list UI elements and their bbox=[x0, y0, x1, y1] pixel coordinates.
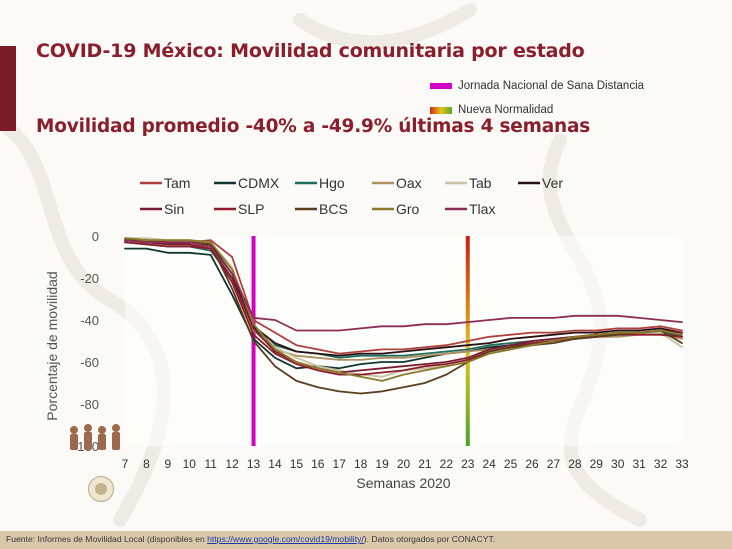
x-tick-label: 19 bbox=[375, 457, 389, 471]
x-tick-label: 20 bbox=[397, 457, 411, 471]
x-tick-label: 14 bbox=[268, 457, 282, 471]
series-line-gro bbox=[124, 237, 683, 382]
footer-bar bbox=[0, 531, 732, 549]
x-tick-label: 33 bbox=[675, 457, 689, 471]
legend-label-tab: Tab bbox=[469, 175, 492, 191]
x-tick-label: 25 bbox=[504, 457, 518, 471]
x-tick-label: 8 bbox=[143, 457, 150, 471]
plot-area bbox=[125, 236, 682, 446]
page-title: COVID-19 México: Movilidad comunitaria p… bbox=[36, 40, 585, 62]
footer-prefix: Fuente: Informes de Movilidad Local (dis… bbox=[6, 534, 208, 544]
seal-logo bbox=[88, 476, 114, 502]
legend-label-sin: Sin bbox=[164, 201, 184, 217]
people-illustration bbox=[70, 424, 120, 450]
nueva-normalidad-label: Nueva Normalidad bbox=[458, 104, 554, 116]
legend-label-cdmx: CDMX bbox=[238, 175, 280, 191]
x-tick-label: 11 bbox=[204, 457, 217, 471]
footer-suffix: ). Datos otorgados por CONACYT. bbox=[363, 534, 496, 544]
legend-label-slp: SLP bbox=[238, 201, 264, 217]
x-axis-title: Semanas 2020 bbox=[356, 475, 450, 491]
x-tick-label: 18 bbox=[354, 457, 368, 471]
nueva-normalidad-swatch bbox=[430, 106, 452, 114]
x-tick-label: 9 bbox=[165, 457, 172, 471]
x-tick-label: 21 bbox=[418, 457, 432, 471]
x-tick-label: 23 bbox=[461, 457, 475, 471]
y-tick-label: -20 bbox=[80, 271, 99, 286]
y-tick-label: 0 bbox=[92, 229, 99, 244]
accent-bar bbox=[0, 46, 16, 131]
x-tick-label: 32 bbox=[654, 457, 668, 471]
series-line-bcs bbox=[124, 239, 683, 395]
x-tick-label: 12 bbox=[225, 457, 239, 471]
series-line-tam bbox=[124, 239, 683, 355]
legend-label-tlax: Tlax bbox=[469, 201, 495, 217]
series-line-tlax bbox=[124, 239, 683, 332]
y-tick-label: -60 bbox=[80, 355, 99, 370]
y-tick-label: -80 bbox=[80, 397, 99, 412]
page-subtitle: Movilidad promedio -40% a -49.9% últimas… bbox=[36, 116, 591, 137]
x-tick-label: 13 bbox=[247, 457, 261, 471]
legend-label-bcs: BCS bbox=[319, 201, 348, 217]
x-tick-label: 15 bbox=[290, 457, 304, 471]
legend-label-tam: Tam bbox=[164, 175, 190, 191]
legend-label-oax: Oax bbox=[396, 175, 422, 191]
jornada-label: Jornada Nacional de Sana Distancia bbox=[458, 80, 645, 92]
x-tick-label: 28 bbox=[568, 457, 582, 471]
x-tick-label: 24 bbox=[483, 457, 497, 471]
y-axis-title: Porcentaje de movilidad bbox=[44, 271, 60, 420]
source-footer: Fuente: Informes de Movilidad Local (dis… bbox=[6, 534, 495, 544]
x-tick-label: 17 bbox=[333, 457, 347, 471]
marker-legend: Jornada Nacional de Sana Distancia Nueva… bbox=[430, 74, 644, 122]
mobility-chart: 0-20-40-60-80-10078910111213141516171819… bbox=[44, 175, 689, 491]
y-tick-label: -40 bbox=[80, 313, 99, 328]
x-tick-label: 29 bbox=[590, 457, 604, 471]
source-link[interactable]: https://www.google.com/covid19/mobility/ bbox=[207, 534, 364, 544]
x-tick-label: 16 bbox=[311, 457, 325, 471]
x-tick-label: 27 bbox=[547, 457, 561, 471]
x-tick-label: 26 bbox=[525, 457, 539, 471]
x-tick-label: 7 bbox=[122, 457, 129, 471]
x-tick-label: 31 bbox=[632, 457, 646, 471]
legend-label-hgo: Hgo bbox=[319, 175, 345, 191]
marker-legend-nueva: Nueva Normalidad bbox=[430, 98, 644, 122]
jornada-swatch bbox=[430, 83, 452, 89]
marker-legend-jornada: Jornada Nacional de Sana Distancia bbox=[430, 74, 644, 98]
legend-label-ver: Ver bbox=[542, 175, 563, 191]
legend-label-gro: Gro bbox=[396, 201, 420, 217]
x-tick-label: 22 bbox=[440, 457, 454, 471]
x-tick-label: 10 bbox=[183, 457, 197, 471]
x-tick-label: 30 bbox=[611, 457, 625, 471]
